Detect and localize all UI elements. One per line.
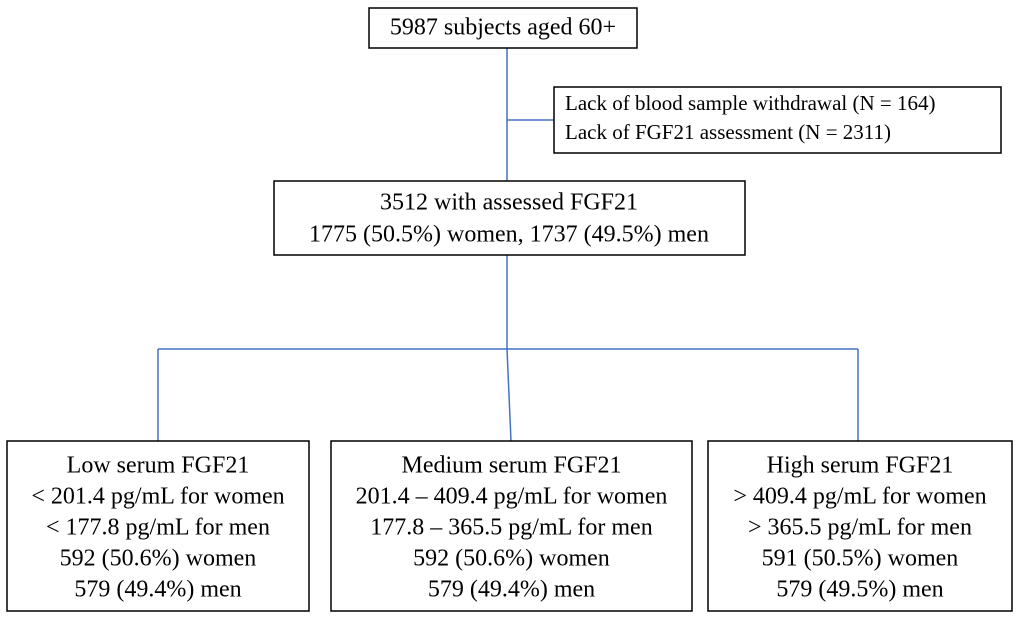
box-text: > 409.4 pg/mL for women <box>733 484 986 510</box>
box-text: 592 (50.6%) women <box>413 546 610 572</box>
box <box>273 180 746 256</box>
box <box>330 440 693 612</box>
box-text: < 177.8 pg/mL for men <box>46 515 270 541</box>
group-boxes: Low serum FGF21 < 201.4 pg/mL for women < … <box>6 440 1013 612</box>
box-text: 201.4 – 409.4 pg/mL for women <box>356 484 668 510</box>
box <box>553 86 1002 154</box>
box-text: 579 (49.5%) men <box>776 577 943 603</box>
box-text: Low serum FGF21 <box>67 453 250 479</box>
box-text: High serum FGF21 <box>767 453 954 479</box>
box-text: 591 (50.5%) women <box>762 546 959 572</box>
box-text: 177.8 – 365.5 pg/mL for men <box>370 515 652 541</box>
box-text: 3512 with assessed FGF21 <box>380 190 638 216</box>
box <box>707 440 1013 612</box>
box-text: Medium serum FGF21 <box>401 453 621 479</box>
box-text: 579 (49.4%) men <box>74 577 241 603</box>
box-text: Lack of FGF21 assessment (N = 2311) <box>565 120 891 144</box>
box-text: > 365.5 pg/mL for men <box>748 515 972 541</box>
box-text: < 201.4 pg/mL for women <box>31 484 284 510</box>
box-text: 1775 (50.5%) women, 1737 (49.5%) men <box>309 222 709 248</box>
box <box>6 440 310 612</box>
box-text: 592 (50.6%) women <box>60 546 257 572</box>
connector <box>506 348 512 442</box>
box-text: 5987 subjects aged 60+ <box>390 15 616 41</box>
box-text: 579 (49.4%) men <box>428 577 595 603</box>
box-text: Lack of blood sample withdrawal (N = 164… <box>565 91 936 115</box>
box <box>368 7 638 49</box>
